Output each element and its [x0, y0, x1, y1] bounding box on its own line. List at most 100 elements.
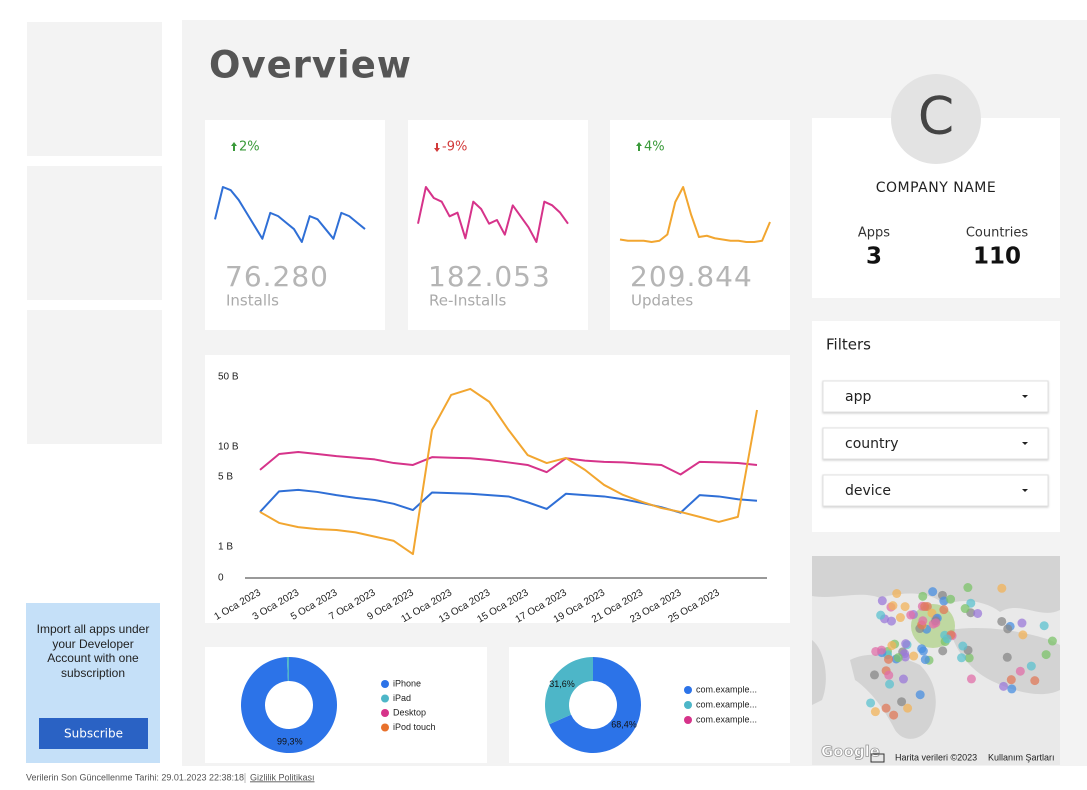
- donut-slice: [241, 657, 338, 753]
- nav-placeholder[interactable]: [27, 310, 162, 444]
- map-marker: [877, 596, 887, 606]
- legend-label: com.example...: [696, 684, 757, 694]
- kpi-label: Re-Installs: [429, 292, 507, 310]
- map-terms[interactable]: Kullanım Şartları: [988, 752, 1055, 762]
- map-marker: [885, 679, 895, 689]
- map-marker: [966, 674, 976, 684]
- map-marker: [895, 613, 905, 623]
- kpi-change: -9%: [442, 140, 467, 155]
- map-marker: [939, 596, 949, 606]
- trend-arrow: [434, 143, 440, 152]
- kpi-value: 182.053: [428, 260, 551, 293]
- land: [812, 640, 826, 705]
- map-marker: [928, 587, 938, 597]
- map-marker: [957, 653, 967, 663]
- map-marker: [997, 583, 1007, 593]
- map-marker: [906, 610, 916, 620]
- map-attribution: Harita verileri ©2023: [895, 752, 977, 762]
- company-name: COMPANY NAME: [876, 180, 996, 196]
- map-marker: [870, 707, 880, 717]
- legend-swatch: [684, 686, 692, 694]
- footer-updated: Verilerin Son Güncellenme Tarihi: 29.01.…: [26, 772, 244, 782]
- page-title: Overview: [209, 44, 412, 87]
- map-marker: [963, 583, 973, 593]
- dropdown-caret: [1022, 442, 1028, 445]
- map-markers: [866, 583, 1057, 720]
- stat-value: 110: [973, 244, 1021, 270]
- map-marker: [938, 646, 948, 656]
- map-marker: [886, 616, 896, 626]
- map-marker: [918, 616, 928, 626]
- legend-swatch: [381, 694, 389, 703]
- trend-arrow: [636, 142, 642, 151]
- sparkline: [619, 186, 771, 243]
- dropdown[interactable]: [822, 427, 1049, 460]
- map-marker: [892, 589, 902, 599]
- data-label: 68,4%: [611, 720, 637, 730]
- map-marker: [889, 710, 899, 720]
- dropdown-caret: [1022, 395, 1028, 398]
- map-marker: [1039, 621, 1049, 631]
- y-tick-label: 50 B: [218, 372, 239, 383]
- sparkline: [417, 186, 569, 243]
- map-logo: Google: [821, 743, 880, 761]
- legend-swatch: [684, 701, 692, 709]
- button-label[interactable]: Subscribe: [64, 727, 123, 741]
- data-label: 99,3%: [277, 736, 303, 746]
- avatar: [891, 74, 981, 164]
- map-marker: [887, 641, 897, 651]
- y-tick-label: 10 B: [218, 442, 239, 453]
- map-marker: [900, 602, 910, 612]
- map-marker: [901, 639, 911, 649]
- dropdown[interactable]: [822, 474, 1049, 507]
- series-line: [259, 450, 758, 476]
- keyboard-icon[interactable]: [870, 753, 885, 763]
- donut-slice: [286, 657, 289, 682]
- map-marker: [884, 670, 894, 680]
- map-marker: [1026, 661, 1036, 671]
- map-marker: [869, 670, 879, 680]
- stat-label: Countries: [966, 226, 1029, 241]
- legend-swatch: [381, 709, 389, 717]
- kpi-change: 4%: [644, 140, 665, 155]
- map-marker: [1030, 676, 1040, 686]
- series-line: [259, 387, 758, 556]
- dropdown-caret: [1022, 489, 1028, 492]
- dropdown[interactable]: [822, 380, 1049, 413]
- kpi-label: Updates: [631, 292, 693, 310]
- stat-value: 3: [866, 244, 882, 270]
- map-marker: [918, 646, 928, 656]
- map-marker: [1017, 618, 1027, 628]
- map-marker: [888, 601, 898, 611]
- map-marker: [1041, 650, 1051, 660]
- map-marker: [918, 591, 928, 601]
- map-marker: [876, 610, 886, 620]
- map-marker: [942, 634, 952, 644]
- map-marker: [897, 697, 907, 707]
- promo-text: Import all apps under your Developer Acc…: [36, 622, 150, 680]
- map-marker: [883, 654, 893, 664]
- y-tick-label: 1 B: [218, 542, 233, 553]
- legend-label: Desktop: [393, 707, 426, 717]
- nav-placeholder[interactable]: [27, 166, 162, 300]
- kpi-label: Installs: [226, 292, 279, 310]
- avatar-initial: C: [918, 87, 954, 147]
- map-marker: [881, 703, 891, 713]
- map-marker: [877, 645, 887, 655]
- legend-swatch: [684, 716, 692, 724]
- map-marker: [964, 653, 974, 663]
- map-marker: [997, 616, 1007, 626]
- map-marker: [920, 655, 930, 665]
- map-marker: [866, 698, 876, 708]
- nav-placeholder[interactable]: [27, 22, 162, 156]
- legend-swatch: [381, 723, 389, 732]
- footer-privacy[interactable]: Gizlilik Politikası: [250, 772, 315, 782]
- land: [812, 556, 1060, 613]
- subscribe-button[interactable]: [39, 718, 148, 749]
- map-marker: [1015, 666, 1025, 676]
- kpi-value: 209.844: [630, 260, 753, 293]
- map-marker: [1002, 652, 1012, 662]
- map-marker: [999, 681, 1009, 691]
